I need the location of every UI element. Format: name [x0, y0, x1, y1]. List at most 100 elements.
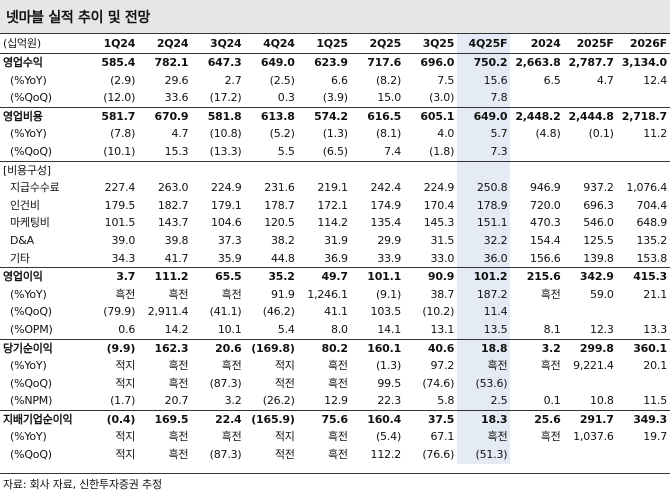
col-header: 2Q25 — [350, 33, 405, 54]
table-cell: (1.3) — [375, 359, 402, 373]
table-cell: (87.3) — [209, 376, 242, 390]
table-cell: 2.5 — [457, 392, 511, 411]
table-cell: (1.3) — [322, 127, 348, 141]
table-cell: 흑전 — [328, 359, 348, 373]
unit-label: (십억원) — [0, 33, 85, 54]
table-cell: 104.6 — [211, 216, 242, 230]
table-cell: 적지 — [274, 430, 295, 444]
table-cell: 10.8 — [590, 394, 614, 408]
header-row: (십억원) 1Q24 2Q24 3Q24 4Q24 1Q25 2Q25 3Q25… — [0, 33, 670, 54]
table-cell: 13.1 — [430, 322, 455, 336]
table-cell: 613.8 — [244, 106, 298, 126]
table-cell: 38.7 — [430, 287, 455, 301]
table-cell — [617, 446, 670, 464]
table-cell: (74.6) — [422, 376, 455, 390]
table-cell: 178.7 — [264, 198, 295, 212]
row-label: (%YoY) — [10, 73, 47, 87]
table-row: [비용구성] — [0, 160, 670, 180]
title-bar: 넷마블 실적 추이 및 전망 — [0, 0, 670, 33]
table-cell: 22.3 — [377, 394, 402, 408]
table-cell: 2,718.7 — [616, 106, 670, 126]
table-cell: 720.0 — [530, 198, 561, 212]
table-cell: 15.0 — [377, 91, 402, 105]
table-row: (%YoY) (7.8) 4.7 (10.8) (5.2) (1.3) (8.1) 4.0 5.… — [0, 125, 670, 143]
table-cell: 22.4 — [191, 409, 245, 429]
table-cell: 704.4 — [636, 198, 668, 212]
table-cell: (8.1) — [375, 127, 402, 141]
table-cell: 32.2 — [457, 231, 511, 250]
table-cell: 4.0 — [437, 127, 455, 141]
table-cell: (76.6) — [422, 448, 455, 462]
table-cell: 0.6 — [118, 322, 136, 336]
table-cell: 13.5 — [457, 320, 511, 339]
table-cell — [510, 446, 563, 464]
table-cell: 242.4 — [370, 181, 402, 195]
table-cell — [510, 303, 563, 321]
table-cell: 37.3 — [217, 233, 242, 247]
table-cell — [244, 160, 298, 180]
table-cell: 11.4 — [457, 303, 511, 321]
table-cell: (1.7) — [110, 394, 136, 408]
table-cell — [617, 303, 670, 321]
table-cell: 15.6 — [457, 71, 511, 90]
table-cell: 흑전 — [540, 359, 561, 373]
table-cell — [564, 375, 617, 393]
table-cell: 흑전 — [221, 287, 242, 301]
table-cell — [563, 160, 617, 180]
table-cell: (17.2) — [209, 91, 242, 105]
table-cell: 31.9 — [324, 233, 348, 247]
row-label: (%QoQ) — [10, 305, 52, 319]
table-cell: 546.0 — [583, 216, 614, 230]
table-cell: 3.2 — [510, 338, 564, 358]
table-cell: 10.1 — [217, 322, 242, 336]
table-cell: 67.1 — [430, 430, 455, 444]
table-row: (%QoQ) 적지 흑전 (87.3) 적전 흑전 99.5 (74.6) (53.6) — [0, 374, 670, 393]
row-label: 영업이익 — [0, 267, 85, 286]
table-cell: 291.7 — [563, 409, 617, 429]
table-cell: 40.6 — [404, 338, 458, 358]
table-cell: 90.9 — [404, 267, 458, 286]
table-cell: 649.0 — [244, 52, 298, 72]
table-cell: 20.6 — [191, 338, 245, 358]
table-cell: 41.7 — [164, 251, 189, 265]
table-cell: (87.3) — [209, 448, 242, 462]
table-row: 지급수수료 227.4 263.0 224.9 231.6 219.1 242.4 224.9… — [0, 179, 670, 197]
table-cell: (165.9) — [244, 409, 298, 429]
table-cell: 101.1 — [350, 267, 405, 286]
table-cell: 6.6 — [330, 73, 348, 87]
table-cell: (9.1) — [375, 287, 402, 301]
table-cell: (5.4) — [375, 430, 402, 444]
row-label: (%YoY) — [10, 359, 47, 373]
table-cell: 20.1 — [643, 359, 667, 373]
table-cell: 흑전 — [168, 448, 189, 462]
table-cell: 흑전 — [328, 430, 348, 444]
row-label: 영업수익 — [0, 52, 85, 72]
table-cell: (6.5) — [322, 144, 348, 158]
table-cell: 80.2 — [297, 338, 351, 358]
table-cell: 25.6 — [510, 409, 564, 429]
table-row: 영업비용 581.7 670.9 581.8 613.8 574.2 616.5 605.1 6… — [0, 106, 670, 126]
col-header: 3Q25 — [404, 33, 458, 54]
table-cell — [297, 160, 351, 180]
table-cell: 649.0 — [457, 106, 511, 126]
table-cell: 6.5 — [543, 73, 561, 87]
table-cell: 160.1 — [350, 338, 405, 358]
row-label: (%QoQ) — [10, 91, 52, 105]
table-cell: 29.9 — [377, 233, 402, 247]
table-cell: 33.6 — [164, 91, 189, 105]
table-cell: (2.9) — [110, 73, 136, 87]
table-cell: 415.3 — [616, 267, 670, 286]
table-cell: 35.2 — [244, 267, 298, 286]
table-cell: 35.9 — [217, 251, 242, 265]
table-cell: 흑전 — [328, 448, 348, 462]
table-cell — [191, 160, 245, 180]
col-header: 3Q24 — [191, 33, 245, 54]
table-cell: (51.3) — [457, 446, 511, 464]
table-cell: 2,663.8 — [510, 52, 564, 72]
table-cell: 111.2 — [138, 267, 192, 286]
table-cell: (53.6) — [457, 374, 511, 393]
table-cell: 782.1 — [138, 52, 192, 72]
table-cell: 7.8 — [457, 89, 511, 108]
table-cell — [564, 143, 617, 161]
table-cell: 적지 — [115, 359, 136, 373]
